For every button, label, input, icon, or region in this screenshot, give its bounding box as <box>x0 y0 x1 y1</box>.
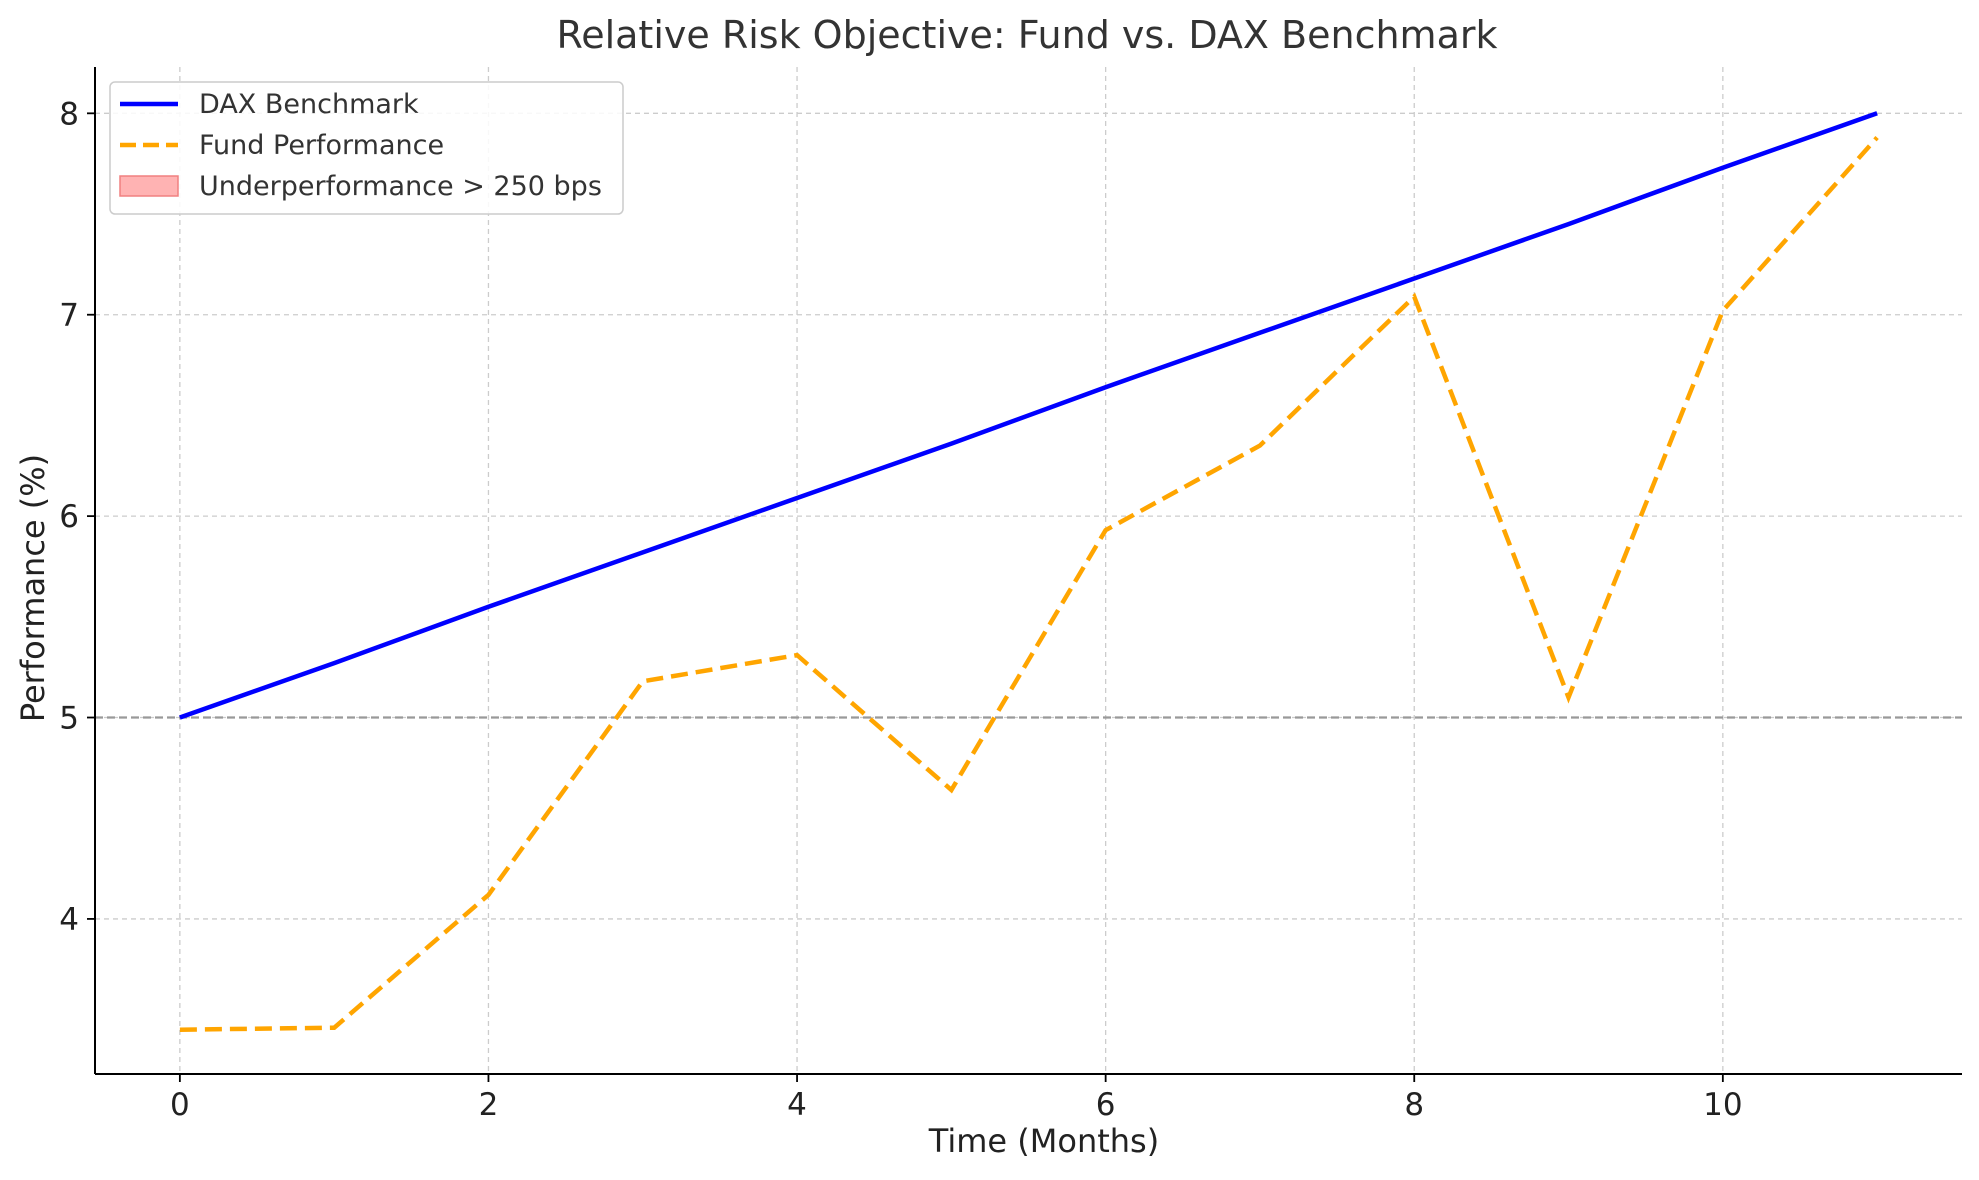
y-tick-label: 5 <box>59 701 79 737</box>
series-group <box>179 111 1879 1032</box>
y-tick-label: 6 <box>59 499 79 535</box>
x-tick-label: 4 <box>787 1087 807 1123</box>
y-tick-label: 7 <box>59 298 79 334</box>
legend-entry-2-label: Underperformance > 250 bps <box>199 171 602 202</box>
y-tick-label: 8 <box>59 96 79 132</box>
legend-entry-1-label: Fund Performance <box>199 130 444 161</box>
x-axis-label: Time (Months) <box>928 1122 1159 1160</box>
x-tick-label: 8 <box>1404 1087 1424 1123</box>
x-tick-label: 2 <box>479 1087 499 1123</box>
grid <box>95 67 1962 1074</box>
series-line-0 <box>179 111 1878 720</box>
legend: DAX Benchmark Fund Performance Underperfor… <box>109 81 624 215</box>
x-tick-label: 0 <box>170 1087 190 1123</box>
ticks: 0 2 4 6 8 10 4 5 6 7 8 <box>59 96 1742 1123</box>
y-tick-label: 4 <box>59 902 79 938</box>
legend-box <box>109 81 624 215</box>
legend-entry-2-swatch <box>119 175 179 197</box>
series-line-1 <box>179 136 1879 1032</box>
legend-entry-0-label: DAX Benchmark <box>199 89 419 120</box>
x-tick-label: 6 <box>1096 1087 1116 1123</box>
chart-title: Relative Risk Objective: Fund vs. DAX Be… <box>557 13 1498 57</box>
axes <box>94 67 1962 1075</box>
y-axis-label: Performance (%) <box>14 454 52 722</box>
x-tick-label: 10 <box>1703 1087 1742 1123</box>
